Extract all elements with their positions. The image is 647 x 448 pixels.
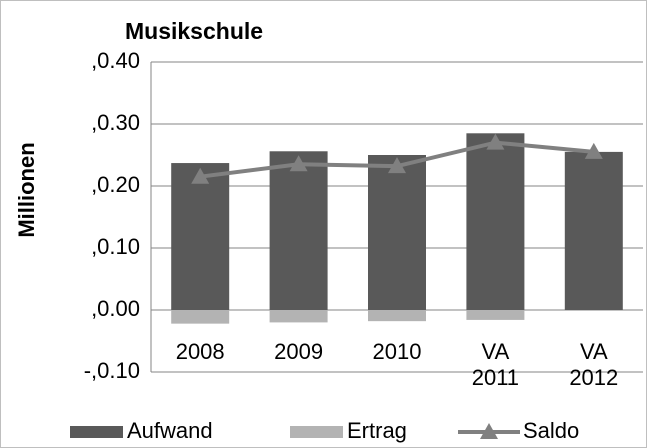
legend-marker [480, 423, 498, 439]
y-axis-label: Millionen [14, 142, 39, 237]
bar [368, 155, 426, 310]
x-tick-label: 2010 [372, 339, 422, 364]
bar [171, 310, 230, 324]
y-tick-label: ,0.40 [91, 48, 140, 73]
marker [584, 142, 603, 159]
bar [171, 163, 230, 310]
x-tick-label: VA 2012 [569, 339, 619, 390]
bar [368, 310, 426, 322]
chart-title: Musikschule [125, 18, 263, 44]
marker [388, 157, 406, 174]
marker [486, 133, 505, 150]
y-tick-label: ,0.00 [91, 296, 140, 321]
y-tick-label: ,0.10 [91, 234, 140, 259]
bar [564, 151, 623, 310]
bar [466, 133, 525, 310]
x-tick-label: 2008 [175, 339, 225, 364]
marker [191, 167, 210, 184]
legend-label: Ertrag [347, 418, 407, 443]
x-tick-label: VA 2011 [471, 339, 520, 390]
y-tick-label: -,0.10 [84, 358, 140, 383]
bar [269, 310, 328, 323]
legend-label: Aufwand [127, 418, 213, 443]
legend-label: Saldo [523, 418, 579, 443]
bar [269, 151, 328, 310]
legend-swatch [70, 426, 123, 438]
y-tick-label: ,0.30 [91, 110, 140, 135]
y-tick-label: ,0.20 [91, 172, 140, 197]
bar [466, 310, 525, 320]
marker [289, 155, 308, 172]
x-tick-label: 2009 [274, 339, 324, 364]
legend-swatch [290, 426, 343, 438]
